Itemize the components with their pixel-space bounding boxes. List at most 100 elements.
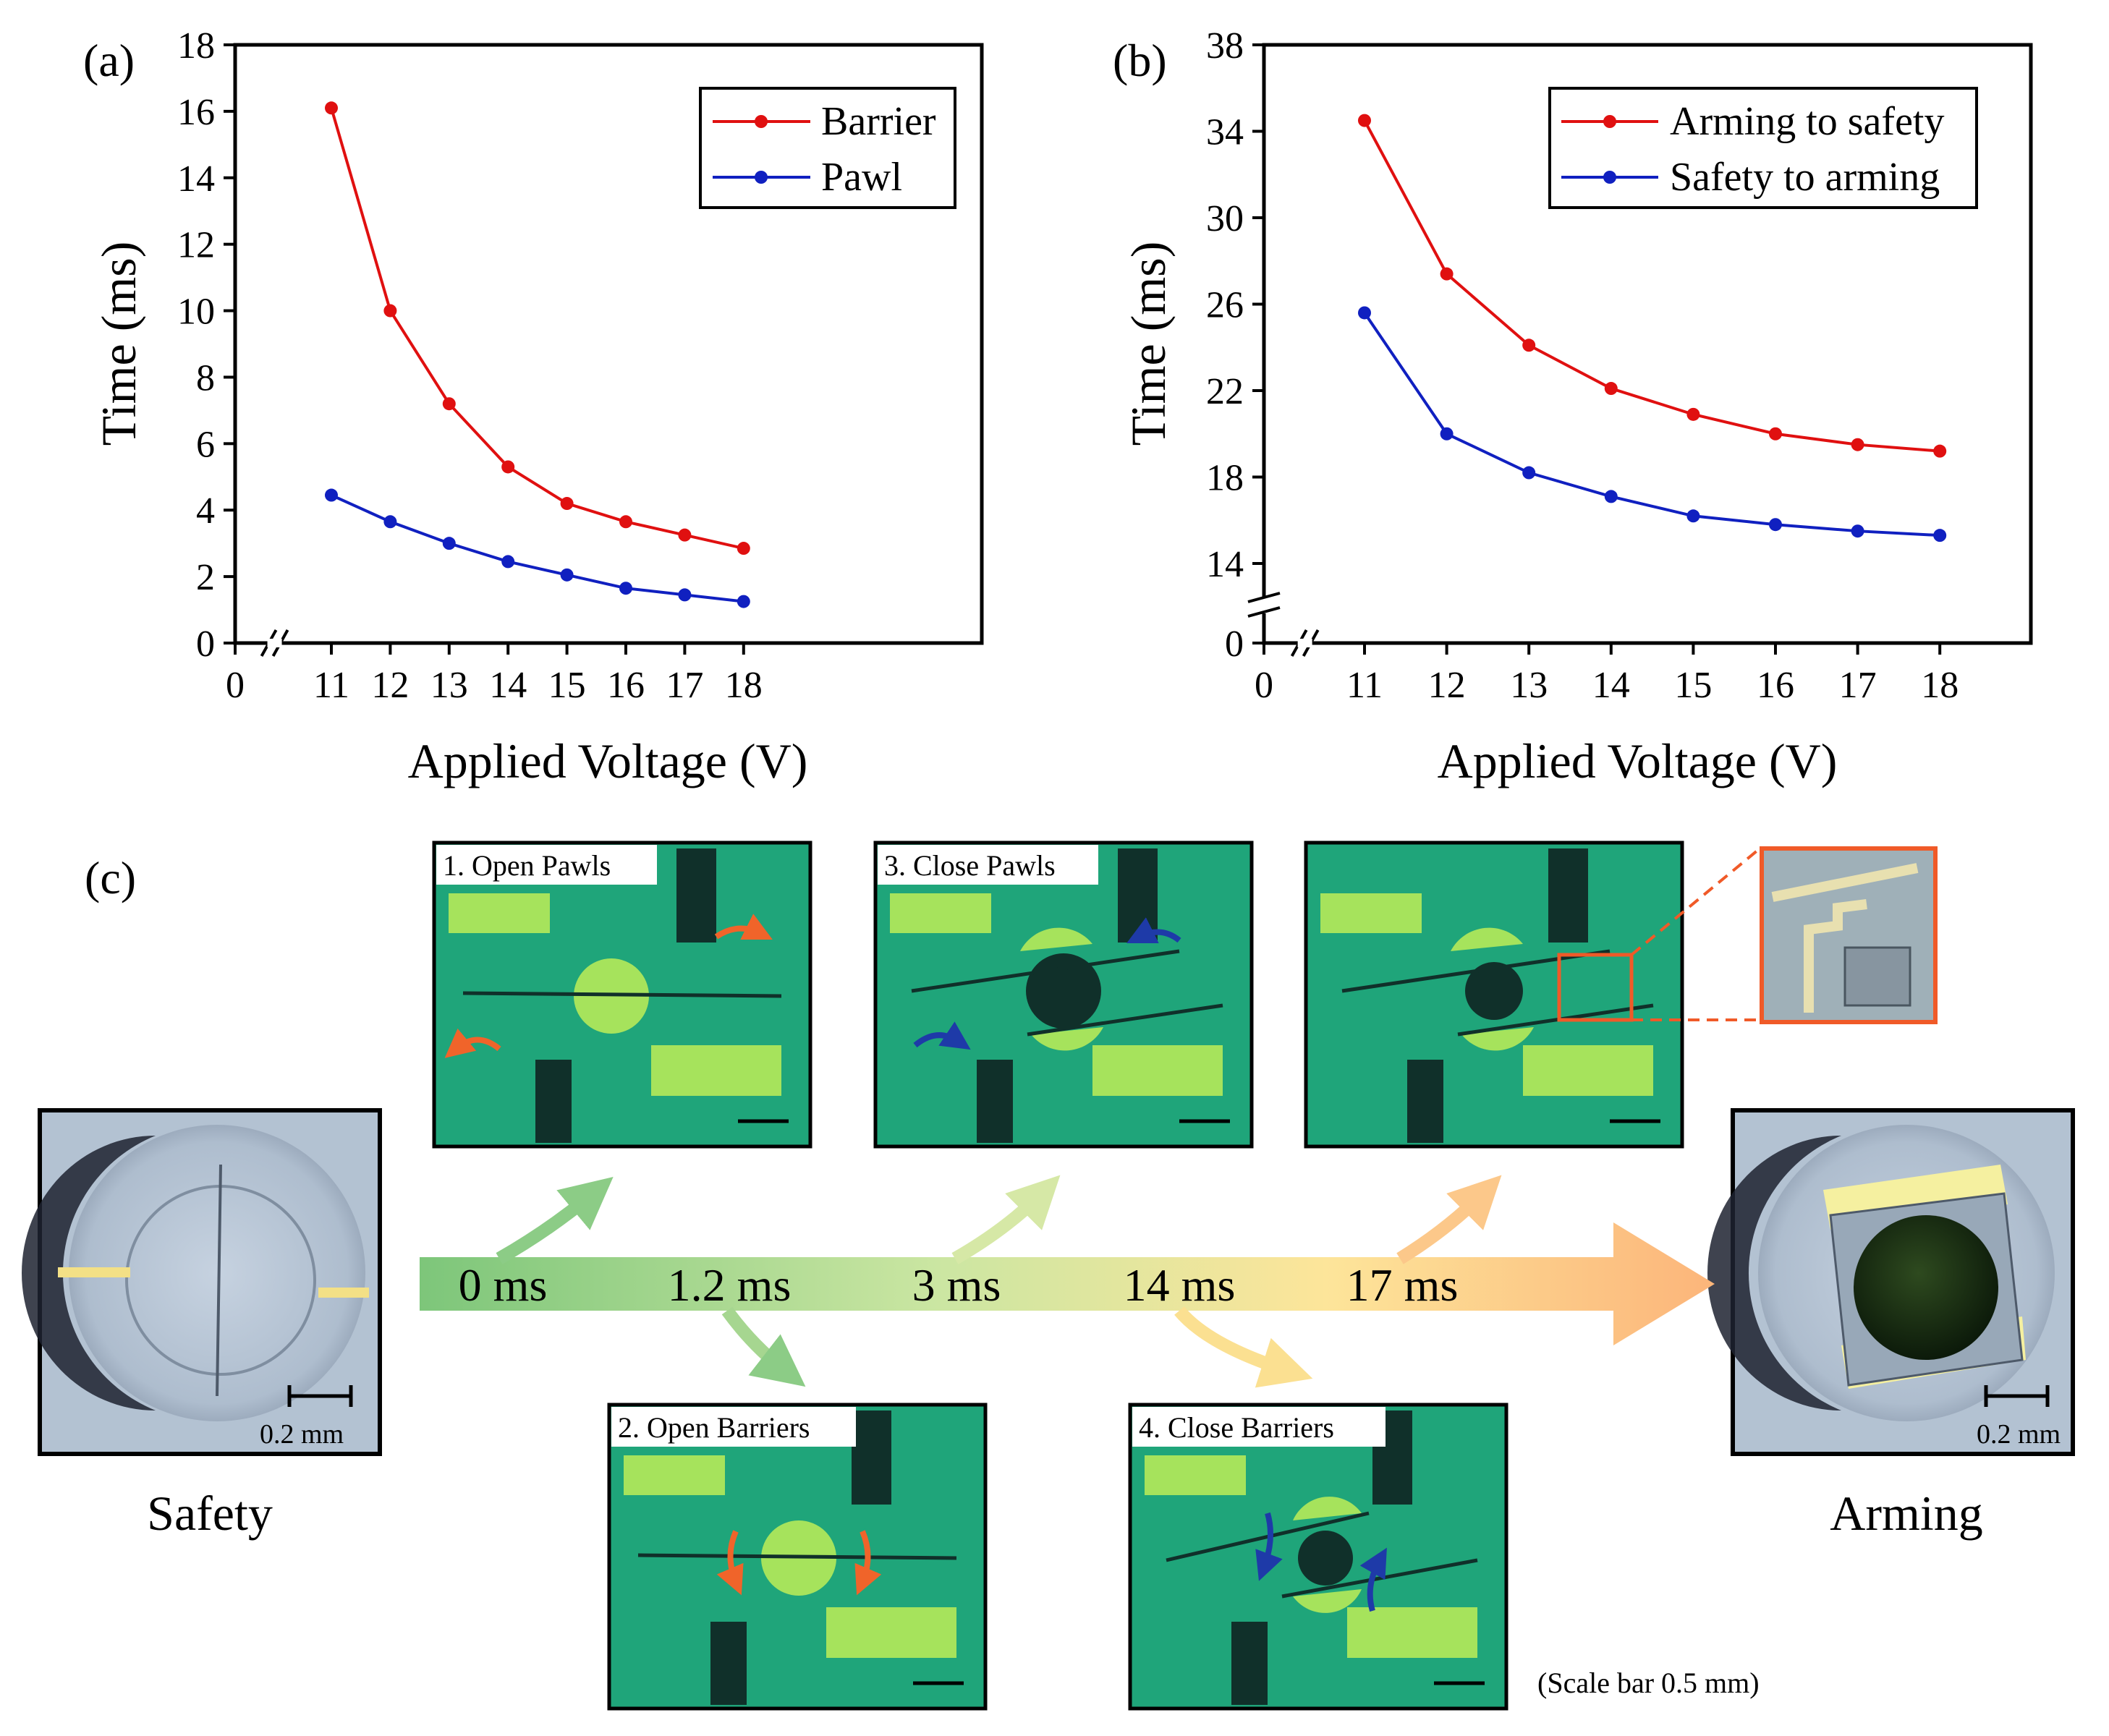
- data-point-safety-to-arming: [1769, 518, 1782, 532]
- safety-label: Safety: [147, 1486, 273, 1541]
- panel-label-c: (c): [85, 852, 136, 903]
- legend-marker-arming-to-safety: [1603, 115, 1616, 128]
- y-tick-label-a: 6: [196, 424, 215, 465]
- safety-scale-label: 0.2 mm: [260, 1419, 344, 1450]
- data-point-barrier: [737, 542, 750, 556]
- legend-marker-barrier: [755, 115, 768, 128]
- barrier-half-bottom: [1461, 1027, 1534, 1051]
- timeline-label-0: 0 ms: [459, 1259, 548, 1311]
- zoom-inset: [1760, 846, 1938, 1024]
- barrier-arrow-left: [1255, 1512, 1283, 1581]
- series-line-pawl: [331, 493, 744, 603]
- timeline-label-2: 3 ms: [912, 1259, 1001, 1311]
- chart-a: (a) 0 11 12 13 14 15 16 17 18 0 2 4 6 8 10 12 14 16 18 App…: [83, 25, 984, 788]
- barrier-arrow-right: [1359, 1547, 1387, 1612]
- frame-title: 1. Open Pawls: [443, 849, 611, 882]
- series-line-barrier: [330, 107, 744, 550]
- axes-a: 0 11 12 13 14 15 16 17 18 0 2 4 6 8 10 12 14 16 18: [177, 25, 763, 706]
- data-point-pawl: [619, 582, 632, 595]
- data-point-arming-to-safety: [1522, 339, 1536, 352]
- y-tick-label-a: 10: [177, 292, 215, 333]
- chart-b: (b) 0 11 12 13 14 15 16 17 18 0 14 18 22 26 30 34 38 App…: [1113, 25, 2033, 788]
- data-point-barrier: [442, 397, 456, 411]
- y-tick-label-b: 22: [1206, 371, 1244, 412]
- timeline-label-4: 17 ms: [1346, 1259, 1459, 1311]
- electrode-right: [1523, 1045, 1653, 1096]
- y-axis-label-b: Time (ms): [1121, 242, 1176, 446]
- electrode-right: [1092, 1045, 1223, 1096]
- data-point-arming-to-safety: [1358, 114, 1371, 127]
- y-tick-label-b: 30: [1206, 198, 1244, 239]
- anchor-top: [1548, 848, 1588, 943]
- x-tick-label-a: 12: [371, 665, 409, 706]
- x-tick-label-b: 14: [1592, 665, 1630, 706]
- timeline: 0 ms 1.2 ms 3 ms 14 ms 17 ms: [420, 1175, 1715, 1388]
- x-tick-label-a: 17: [666, 665, 703, 706]
- x-tick-label-b: 18: [1921, 665, 1959, 706]
- plot-frame-a: [233, 43, 984, 645]
- timeline-label-1: 1.2 ms: [668, 1259, 792, 1311]
- electrode-right: [1347, 1607, 1477, 1658]
- safety-slit: [216, 1164, 222, 1397]
- zoom-beam: [1771, 863, 1919, 902]
- x-axis-break-gap-b: [1297, 639, 1312, 647]
- y-tick-label-b: 34: [1206, 112, 1244, 153]
- frame-title: 4. Close Barriers: [1139, 1411, 1334, 1444]
- window-hole: [1298, 1531, 1353, 1586]
- electrode-left: [624, 1455, 725, 1495]
- legend-box-b: [1548, 87, 1978, 209]
- x-tick-label-a: 16: [607, 665, 645, 706]
- legend-b: Arming to safety Safety to arming: [1548, 87, 1978, 209]
- electrode-left: [1320, 893, 1422, 933]
- safety-lens-shadow: [22, 1136, 156, 1410]
- frame-open-barriers: 2. Open Barriers: [607, 1403, 988, 1711]
- window-hole: [1465, 962, 1523, 1020]
- x-tick-label-b: 17: [1839, 665, 1877, 706]
- data-point-safety-to-arming: [1933, 529, 1947, 542]
- timeline-label-3: 14 ms: [1124, 1259, 1236, 1311]
- series-group-b: [1358, 114, 1947, 542]
- plot-frame-b: [1262, 43, 2033, 645]
- y-tick-label-a: 8: [196, 357, 215, 399]
- arming-lens-shadow: [1707, 1136, 1841, 1410]
- x-tick-label-a: 15: [548, 665, 586, 706]
- y-tick-label-a: 4: [196, 490, 215, 532]
- legend-label-safety-to-arming: Safety to arming: [1670, 155, 1940, 200]
- y-axis-break-b: [1247, 592, 1281, 603]
- x-tick-label-b: 11: [1346, 665, 1383, 706]
- data-point-barrier: [383, 304, 397, 318]
- zoom-pad: [1843, 946, 1911, 1007]
- zoom-connector-top: [1630, 848, 1760, 956]
- anchor-bottom: [1407, 1060, 1443, 1143]
- barrier-half-top: [1451, 927, 1523, 951]
- frame-title-bg: [611, 1407, 856, 1447]
- x-tick-label-a: 13: [430, 665, 468, 706]
- legend-label-barrier: Barrier: [821, 99, 936, 144]
- legend-a: Barrier Pawl: [699, 87, 956, 209]
- data-point-arming-to-safety: [1769, 427, 1782, 441]
- legend-label-arming-to-safety: Arming to safety: [1670, 99, 1944, 144]
- slider-bar: [462, 991, 782, 998]
- safety-beam-left: [58, 1267, 130, 1277]
- anchor-top: [676, 848, 716, 943]
- barrier-arrow-left: [716, 1530, 744, 1596]
- frame-close-barriers: 4. Close Barriers: [1128, 1403, 1508, 1711]
- branch-arrow-up-5: [1396, 1175, 1502, 1264]
- panel-label-a: (a): [83, 35, 135, 86]
- data-point-safety-to-arming: [1522, 466, 1536, 480]
- y-tick-label-b: 38: [1206, 25, 1244, 67]
- x-tick-label-a: 11: [313, 665, 349, 706]
- data-point-safety-to-arming: [1604, 490, 1618, 503]
- frame-title: 3. Close Pawls: [884, 849, 1056, 882]
- frame-final: [1304, 841, 1684, 1149]
- series-line-safety-to-arming: [1363, 312, 1940, 537]
- slider-bar-top: [911, 949, 1180, 993]
- electrode-right: [651, 1045, 781, 1096]
- scale-note: (Scale bar 0.5 mm): [1537, 1667, 1760, 1699]
- pawl-arrow-right: [714, 914, 773, 940]
- electrode-left: [890, 893, 991, 933]
- data-point-pawl: [560, 568, 574, 582]
- x-tick-label-a: 14: [489, 665, 527, 706]
- y-tick-label-a: 12: [177, 225, 215, 266]
